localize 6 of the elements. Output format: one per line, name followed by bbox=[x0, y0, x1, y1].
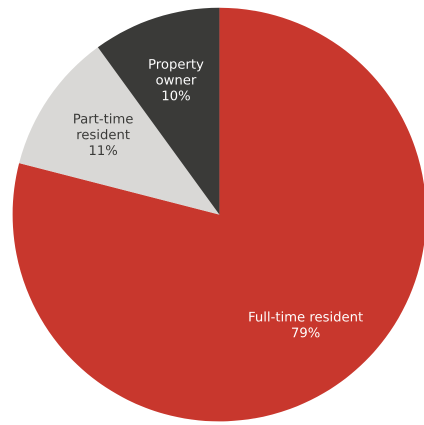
data-label: 79% bbox=[292, 327, 320, 338]
data-label: 10% bbox=[162, 90, 190, 100]
slice-label: Part-time resident bbox=[74, 113, 133, 140]
slice-label: Property owner bbox=[149, 59, 204, 85]
slice-label: Full-time resident bbox=[249, 311, 363, 322]
data-label: 11% bbox=[90, 145, 118, 156]
